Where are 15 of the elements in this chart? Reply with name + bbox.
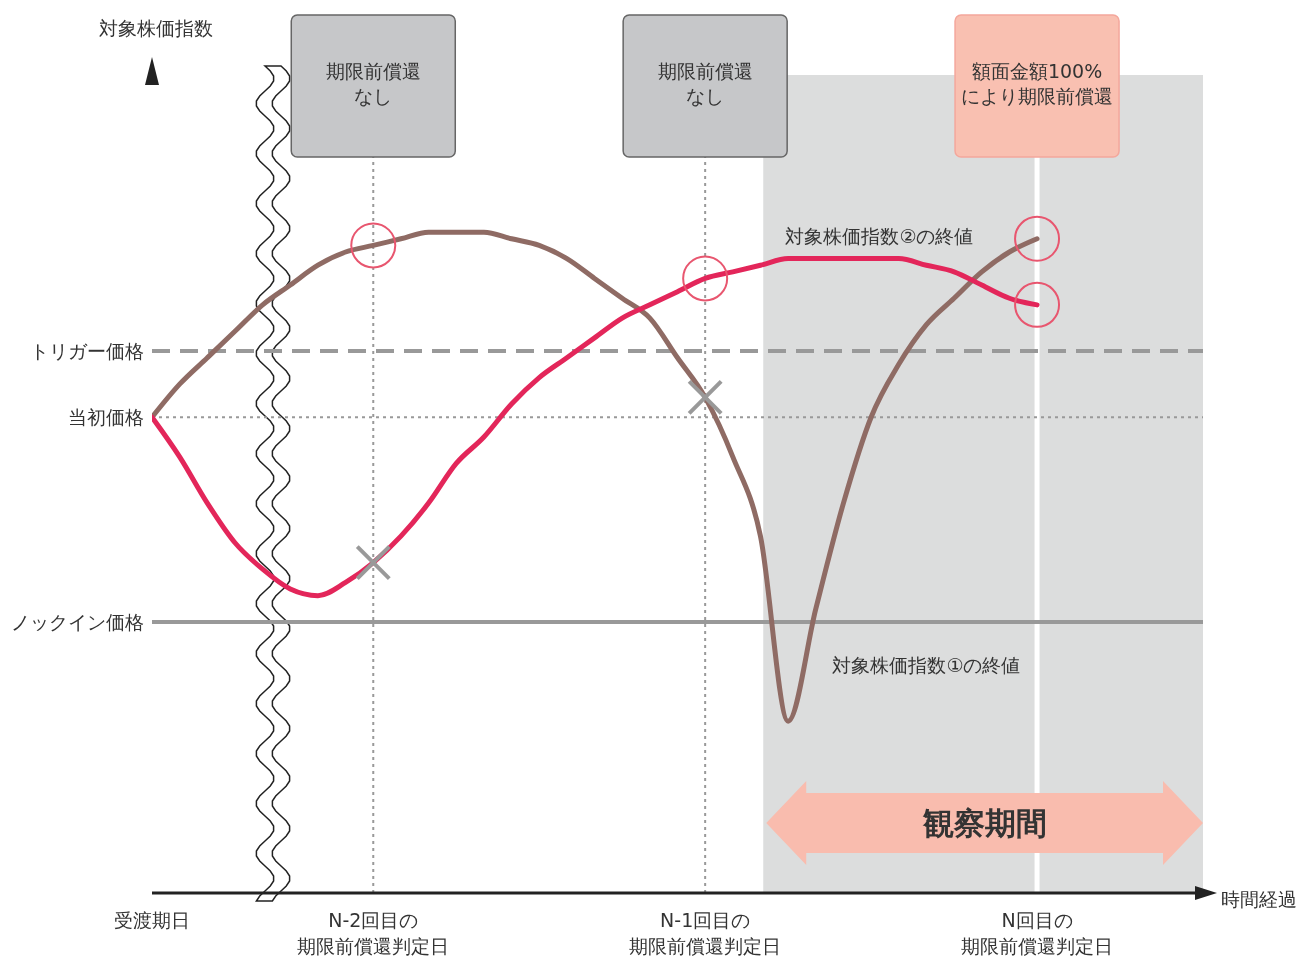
x-axis-title: 時間経過 — [1221, 888, 1297, 910]
x-tick-label: 受渡期日 — [114, 909, 190, 931]
ref-line-label: トリガー価格 — [30, 340, 144, 363]
annotation: 観察期間 — [921, 805, 1047, 841]
text: 対象株価指数 — [99, 17, 213, 39]
annotation: 期限前償還なし — [325, 60, 421, 107]
annotation: 期限前償還なし — [657, 60, 753, 107]
x-tick-label: N-2回目の期限前償還判定日 — [297, 909, 450, 957]
ref-line-label: 当初価格 — [68, 406, 144, 429]
annotation: 額面金額100%により期限前償還 — [961, 60, 1114, 107]
series-label: 対象株価指数①の終値 — [832, 654, 1021, 676]
x-tick-label: N回目の期限前償還判定日 — [961, 909, 1114, 957]
ref-line-label: ノックイン価格 — [11, 611, 144, 634]
x-tick-label: N-1回目の期限前償還判定日 — [629, 909, 782, 957]
series-label: 対象株価指数②の終値 — [785, 225, 974, 247]
